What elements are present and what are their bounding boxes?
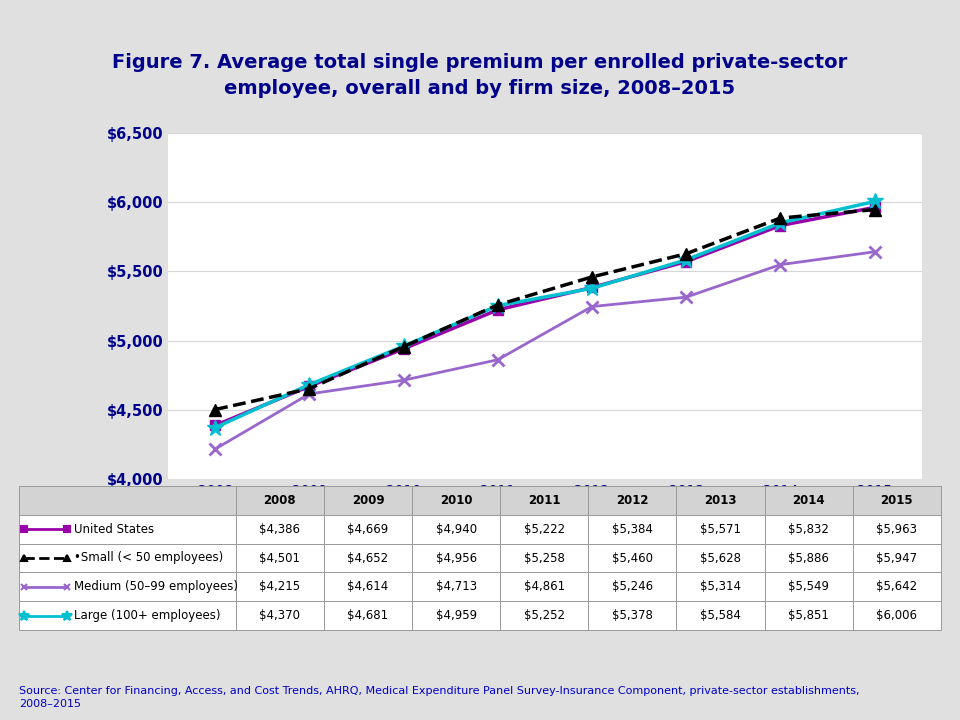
Text: $4,652: $4,652	[348, 552, 389, 564]
Bar	[324, 572, 412, 601]
Bar	[500, 515, 588, 544]
Text: $6,006: $6,006	[876, 609, 917, 622]
Text: 2015: 2015	[880, 494, 913, 507]
Bar	[500, 544, 588, 572]
Bar	[324, 544, 412, 572]
Bar	[852, 572, 941, 601]
Text: $4,940: $4,940	[436, 523, 477, 536]
Bar	[324, 515, 412, 544]
Text: $5,258: $5,258	[524, 552, 564, 564]
Bar	[677, 601, 764, 630]
Bar	[852, 486, 941, 515]
Bar	[19, 486, 236, 515]
Text: 2011: 2011	[528, 494, 561, 507]
Bar	[500, 572, 588, 601]
Text: $5,628: $5,628	[700, 552, 741, 564]
Bar	[764, 486, 852, 515]
Bar	[412, 544, 500, 572]
Bar	[324, 601, 412, 630]
Text: $4,614: $4,614	[348, 580, 389, 593]
Bar	[236, 572, 324, 601]
Bar	[412, 601, 500, 630]
Bar	[19, 515, 236, 544]
Bar	[500, 486, 588, 515]
Bar	[19, 544, 236, 572]
Bar	[764, 601, 852, 630]
Bar	[236, 515, 324, 544]
Text: Medium (50–99 employees): Medium (50–99 employees)	[75, 580, 238, 593]
Bar	[677, 544, 764, 572]
Text: $5,222: $5,222	[523, 523, 564, 536]
Text: $5,832: $5,832	[788, 523, 829, 536]
Bar	[236, 486, 324, 515]
Text: 2014: 2014	[792, 494, 825, 507]
Text: 2012: 2012	[616, 494, 649, 507]
Bar	[677, 486, 764, 515]
Bar	[19, 572, 236, 601]
Text: $5,246: $5,246	[612, 580, 653, 593]
Text: Figure 7. Average total single premium per enrolled private-sector
employee, ove: Figure 7. Average total single premium p…	[112, 53, 848, 99]
Text: $5,947: $5,947	[876, 552, 918, 564]
Text: $4,669: $4,669	[348, 523, 389, 536]
Bar	[764, 544, 852, 572]
Bar	[677, 515, 764, 544]
Bar	[412, 572, 500, 601]
Text: $5,314: $5,314	[700, 580, 741, 593]
Text: $5,851: $5,851	[788, 609, 829, 622]
Bar	[236, 544, 324, 572]
Bar	[236, 601, 324, 630]
Bar	[500, 601, 588, 630]
Bar	[764, 572, 852, 601]
Text: $5,549: $5,549	[788, 580, 829, 593]
Text: $5,584: $5,584	[700, 609, 741, 622]
Text: $4,501: $4,501	[259, 552, 300, 564]
Bar	[588, 544, 677, 572]
Bar	[852, 544, 941, 572]
Bar	[588, 601, 677, 630]
Bar	[588, 486, 677, 515]
Text: $5,963: $5,963	[876, 523, 917, 536]
Bar	[852, 515, 941, 544]
Bar	[412, 515, 500, 544]
Text: $4,713: $4,713	[436, 580, 477, 593]
Text: $4,215: $4,215	[259, 580, 300, 593]
Text: Source: Center for Financing, Access, and Cost Trends, AHRQ, Medical Expenditure: Source: Center for Financing, Access, an…	[19, 686, 860, 709]
Text: $5,460: $5,460	[612, 552, 653, 564]
Text: $4,386: $4,386	[259, 523, 300, 536]
Text: $5,378: $5,378	[612, 609, 653, 622]
Text: $4,370: $4,370	[259, 609, 300, 622]
Bar	[677, 572, 764, 601]
Text: $5,384: $5,384	[612, 523, 653, 536]
Bar	[588, 572, 677, 601]
Text: $5,886: $5,886	[788, 552, 829, 564]
Text: Large (100+ employees): Large (100+ employees)	[75, 609, 221, 622]
Bar	[588, 515, 677, 544]
Bar	[764, 515, 852, 544]
Text: 2009: 2009	[351, 494, 384, 507]
Text: 2013: 2013	[705, 494, 736, 507]
Text: 2010: 2010	[440, 494, 472, 507]
Bar	[412, 486, 500, 515]
Bar	[852, 601, 941, 630]
Text: $4,956: $4,956	[436, 552, 477, 564]
Bar	[19, 601, 236, 630]
Text: $4,861: $4,861	[523, 580, 564, 593]
Text: $5,252: $5,252	[524, 609, 564, 622]
Text: •Small (< 50 employees): •Small (< 50 employees)	[75, 552, 224, 564]
Text: 2008: 2008	[264, 494, 296, 507]
Bar	[324, 486, 412, 515]
Text: $4,681: $4,681	[348, 609, 389, 622]
Text: $5,571: $5,571	[700, 523, 741, 536]
Text: United States: United States	[75, 523, 155, 536]
Text: $4,959: $4,959	[436, 609, 477, 622]
Text: $5,642: $5,642	[876, 580, 918, 593]
